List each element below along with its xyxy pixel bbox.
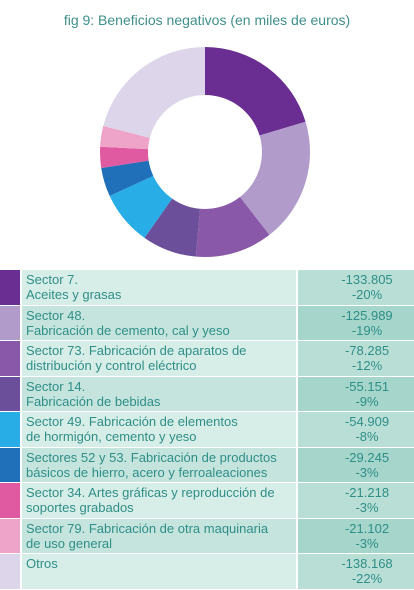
value-label: -133.805 xyxy=(341,272,393,287)
percentage-label: -8% xyxy=(355,429,379,444)
donut-segment xyxy=(144,198,201,257)
color-swatch xyxy=(0,270,20,305)
table-row: Sectores 52 y 53. Fabricación de product… xyxy=(0,447,414,483)
donut-segment xyxy=(109,175,173,238)
value-cell: -55.151 -9% xyxy=(298,376,414,411)
value-cell: -125.989 -19% xyxy=(298,305,414,340)
color-swatch xyxy=(0,341,20,376)
percentage-label: -3% xyxy=(355,500,379,515)
table-row: Otros -138.168 -22% xyxy=(0,554,414,590)
table-row: Sector 48. Fabricación de cemento, cal y… xyxy=(0,305,414,341)
color-swatch xyxy=(0,412,20,447)
donut-chart xyxy=(99,47,311,257)
table-row: Sector 73. Fabricación de aparatos de di… xyxy=(0,341,414,377)
value-label: -21.218 xyxy=(344,485,390,500)
table-row: Sector 34. Artes gráficas y reproducción… xyxy=(0,483,414,519)
percentage-label: -3% xyxy=(355,464,379,480)
row-label: Otros xyxy=(22,554,296,589)
donut-segment xyxy=(205,47,306,136)
table-row: Sector 14. Fabricación de bebidas -55.151… xyxy=(0,376,414,412)
value-label: -54.909 xyxy=(344,414,390,429)
percentage-label: -22% xyxy=(351,571,383,586)
value-label: -125.989 xyxy=(341,307,393,323)
row-label: Sector 79. Fabricación de otra maquinari… xyxy=(22,518,296,553)
color-swatch xyxy=(0,376,20,411)
table-row: Sector 79. Fabricación de otra maquinari… xyxy=(0,518,414,554)
color-swatch xyxy=(0,554,20,589)
value-cell: -78.285 -12% xyxy=(298,341,414,376)
row-label: Sector 48. Fabricación de cemento, cal y… xyxy=(22,305,296,340)
row-label: Sector 73. Fabricación de aparatos de di… xyxy=(22,341,296,376)
percentage-label: -20% xyxy=(351,287,383,302)
row-label: Sector 14. Fabricación de bebidas xyxy=(22,376,296,411)
percentage-label: -12% xyxy=(351,358,383,373)
table-row: Sector 7. Aceites y grasas -133.805 -20% xyxy=(0,270,414,306)
row-label: Sectores 52 y 53. Fabricación de product… xyxy=(22,447,296,482)
value-label: -21.102 xyxy=(344,520,390,536)
value-cell: -138.168 -22% xyxy=(298,554,414,589)
value-label: -55.151 xyxy=(344,378,390,394)
percentage-label: -9% xyxy=(355,393,379,409)
value-label: -138.168 xyxy=(341,556,393,571)
chart-title: fig 9: Beneficios negativos (en miles de… xyxy=(63,12,351,28)
value-cell: -21.102 -3% xyxy=(298,518,414,553)
donut-segment xyxy=(100,125,150,150)
value-cell: -29.245 -3% xyxy=(298,447,414,482)
donut-segment xyxy=(103,47,205,138)
percentage-label: -19% xyxy=(351,322,383,338)
value-label: -78.285 xyxy=(344,343,390,358)
value-label: -29.245 xyxy=(344,449,390,465)
data-table: Sector 7. Aceites y grasas -133.805 -20% Se… xyxy=(0,270,414,590)
value-cell: -133.805 -20% xyxy=(298,270,414,305)
row-label: Sector 34. Artes gráficas y reproducción… xyxy=(22,483,296,518)
donut-segment xyxy=(239,121,311,235)
color-swatch xyxy=(0,483,20,518)
donut-segment xyxy=(99,146,149,169)
row-label: Sector 49. Fabricación de elementos de h… xyxy=(22,412,296,447)
percentage-label: -3% xyxy=(355,535,379,551)
color-swatch xyxy=(0,305,20,340)
color-swatch xyxy=(0,518,20,553)
color-swatch xyxy=(0,447,20,482)
donut-segment xyxy=(101,160,154,196)
table-row: Sector 49. Fabricación de elementos de h… xyxy=(0,412,414,448)
donut-segment xyxy=(195,197,270,257)
value-cell: -54.909 -8% xyxy=(298,412,414,447)
row-label: Sector 7. Aceites y grasas xyxy=(22,270,296,305)
value-cell: -21.218 -3% xyxy=(298,483,414,518)
